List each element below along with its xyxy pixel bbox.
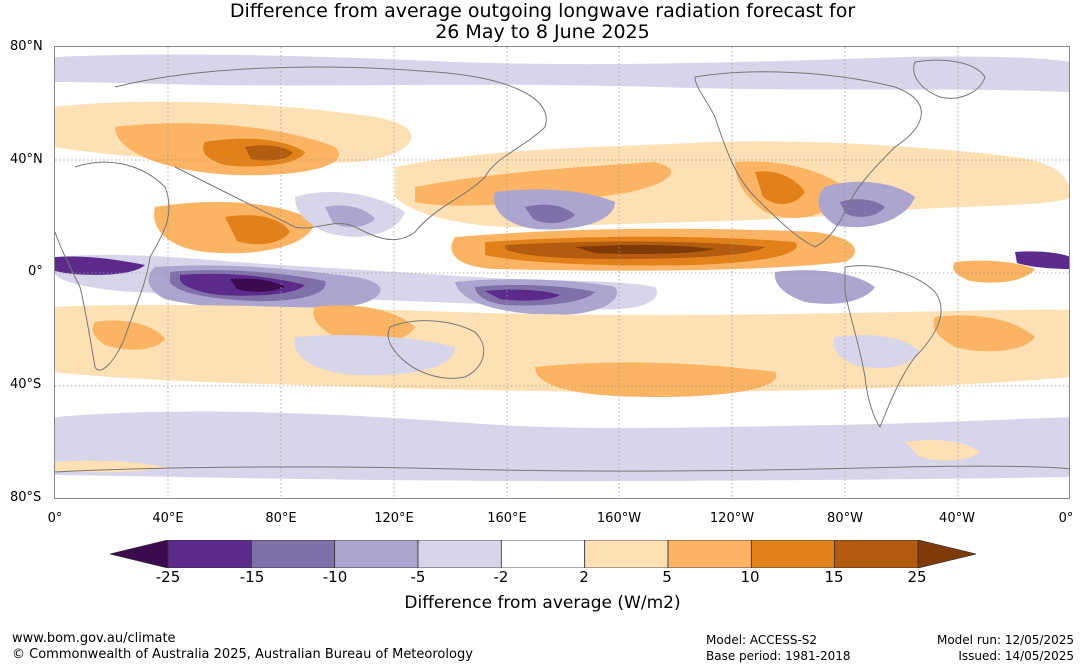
anomaly-region [933,315,1035,352]
coastline-antarctica [55,465,1069,473]
anomaly-region [245,145,293,161]
anomaly-region [525,204,575,224]
anomaly-region [755,171,805,204]
lon-label-0-right: 0° [1058,511,1074,526]
colorbar-segment [250,540,336,568]
title-line-1: Difference from average outgoing longwav… [229,0,856,22]
lat-label-40s: 40°S [10,377,42,392]
anomaly-region [415,162,672,206]
coastline-africa [55,161,170,371]
anomaly-region [225,215,290,245]
coastline-eurasia [114,66,547,241]
map-canvas [55,47,1069,498]
coastline-south-america [844,265,942,429]
anomaly-region [92,320,165,350]
anomaly-region [575,244,715,254]
colorbar-label: Difference from average (W/m2) [404,593,681,613]
lon-label-120w: 120°W [709,511,755,526]
anomaly-region [55,256,145,275]
lon-label-0-left: 0° [47,511,63,526]
colorbar-tick: -15 [239,568,265,586]
lon-label-160e: 160°E [487,511,527,526]
colorbar-tick: 10 [740,568,760,586]
lat-label-40n: 40°N [10,152,43,167]
colorbar-segment [417,540,502,568]
footer-website: www.bom.gov.au/climate [12,631,176,646]
anomaly-region [55,54,1069,92]
colorbar-extend-high [917,540,976,568]
colorbar-tick: -10 [322,568,348,586]
coastline-north-america [694,71,922,248]
colorbar-segment [167,540,252,568]
anomaly-region [55,304,1069,392]
colorbar-tick: 5 [662,568,672,586]
anomaly-region [325,205,375,228]
lat-label-80n: 80°N [10,39,43,54]
colorbar-segment [500,540,586,568]
footer-issued: Issued: 14/05/2025 [958,649,1074,663]
lon-label-40e: 40°E [152,511,184,526]
coastline-australia [387,320,485,379]
colorbar-tick: -5 [410,568,426,586]
lon-label-80e: 80°E [265,511,297,526]
anomaly-region [840,199,885,217]
lon-label-80w: 80°W [827,511,863,526]
lat-label-equator: 0° [28,264,43,279]
coastline-greenland [913,59,986,99]
anomaly-region [230,278,285,292]
olr-anomaly-map [54,46,1070,499]
colorbar-tick: -2 [493,568,509,586]
lat-label-80s: 80°S [10,490,42,505]
anomaly-region [953,260,1035,283]
footer-base-period: Base period: 1981-2018 [706,649,851,663]
anomaly-region [485,289,560,301]
colorbar-segment [834,540,919,568]
footer-model-run: Model run: 12/05/2025 [936,633,1074,647]
lon-label-40w: 40°W [939,511,975,526]
colorbar-segment [584,540,669,568]
graticule [55,47,1069,498]
colorbar-tick: 2 [579,568,589,586]
title-line-2: 26 May to 8 June 2025 [435,21,650,43]
lon-label-120e: 120°E [374,511,414,526]
colorbar-tick: -25 [155,568,181,586]
anomaly-region [833,335,920,369]
colorbar-tick: 25 [907,568,927,586]
footer-copyright: © Commonwealth of Australia 2025, Austra… [12,647,473,662]
anomaly-region [294,335,455,376]
colorbar-tick: 15 [824,568,844,586]
coastlines [55,59,1069,473]
anomaly-region [1015,251,1069,269]
colorbar-segment [667,540,752,568]
anomaly-region [535,362,777,397]
colorbar [110,540,976,568]
anomaly-region [55,411,1069,481]
lon-label-160w: 160°W [596,511,642,526]
colorbar-extend-low [110,540,169,568]
footer-model: Model: ACCESS-S2 [706,633,818,647]
colorbar-segment [334,540,419,568]
colorbar-segment [750,540,836,568]
anomaly-region [905,439,980,461]
anomaly-region [774,270,875,304]
anomaly-region [313,305,415,343]
